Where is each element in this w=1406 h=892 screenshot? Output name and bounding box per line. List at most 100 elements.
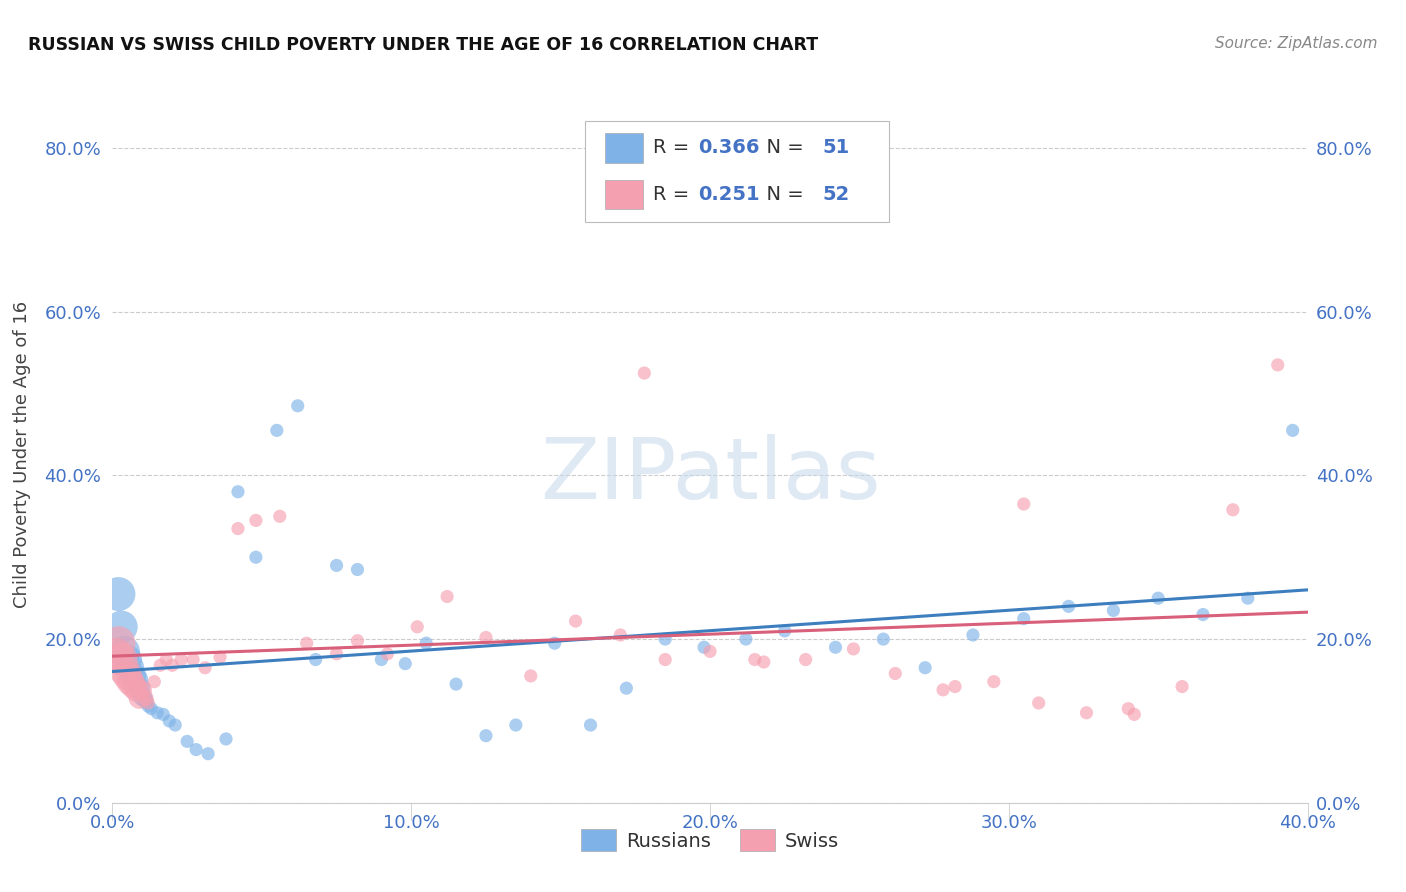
Point [914, 661, 936, 675]
Point [138, 696, 160, 710]
Point [110, 620, 132, 634]
Point [114, 644, 135, 658]
Legend: Russians, Swiss: Russians, Swiss [574, 822, 846, 859]
Point [149, 658, 172, 673]
Point [197, 747, 219, 761]
Point [1102, 603, 1125, 617]
Point [295, 636, 318, 650]
Point [1222, 502, 1244, 516]
Point [117, 652, 139, 666]
Point [475, 729, 498, 743]
Text: 52: 52 [823, 186, 849, 204]
Point [165, 718, 187, 732]
Point [107, 587, 129, 601]
Point [699, 644, 721, 658]
Point [107, 636, 129, 650]
Point [120, 674, 142, 689]
Point [170, 652, 193, 666]
Point [122, 669, 145, 683]
Point [564, 614, 586, 628]
Text: 51: 51 [823, 138, 849, 157]
Point [131, 690, 153, 704]
Point [444, 677, 467, 691]
Text: N =: N = [754, 186, 810, 204]
Point [176, 734, 198, 748]
Point [110, 652, 132, 666]
Point [415, 636, 437, 650]
Point [143, 674, 166, 689]
Text: 0.251: 0.251 [699, 186, 759, 204]
Point [436, 590, 458, 604]
Point [245, 550, 267, 565]
Point [287, 399, 309, 413]
Point [346, 562, 368, 576]
Point [744, 652, 766, 666]
Point [633, 366, 655, 380]
Point [543, 636, 565, 650]
Point [932, 682, 955, 697]
Text: ZIPatlas: ZIPatlas [540, 434, 880, 517]
Text: R =: R = [652, 186, 695, 204]
Point [824, 640, 846, 655]
Point [104, 648, 127, 663]
FancyBboxPatch shape [605, 180, 643, 210]
Point [134, 693, 156, 707]
Point [377, 647, 399, 661]
Point [194, 661, 217, 675]
Point [209, 650, 232, 665]
Point [370, 652, 392, 666]
Point [1012, 497, 1035, 511]
Point [120, 661, 142, 675]
Point [157, 714, 180, 728]
Point [138, 699, 160, 714]
Text: Source: ZipAtlas.com: Source: ZipAtlas.com [1215, 36, 1378, 51]
Point [146, 706, 169, 720]
Point [1281, 423, 1303, 437]
Text: RUSSIAN VS SWISS CHILD POVERTY UNDER THE AGE OF 16 CORRELATION CHART: RUSSIAN VS SWISS CHILD POVERTY UNDER THE… [28, 36, 818, 54]
Point [128, 681, 150, 696]
Point [128, 691, 150, 706]
Point [325, 647, 347, 661]
Point [245, 513, 267, 527]
Point [1267, 358, 1289, 372]
Point [735, 632, 758, 646]
Point [579, 718, 602, 732]
Point [1147, 591, 1170, 606]
Point [1171, 680, 1194, 694]
Point [1012, 612, 1035, 626]
Point [654, 632, 676, 646]
Point [1123, 707, 1146, 722]
Point [226, 522, 249, 536]
Point [962, 628, 984, 642]
Point [505, 718, 527, 732]
Point [131, 682, 153, 697]
Point [152, 707, 174, 722]
Point [114, 663, 135, 677]
Point [346, 633, 368, 648]
Point [181, 652, 204, 666]
Point [325, 558, 347, 573]
Point [266, 423, 288, 437]
Point [693, 640, 716, 655]
FancyBboxPatch shape [585, 121, 890, 222]
Text: R =: R = [652, 138, 695, 157]
Point [155, 652, 177, 666]
Point [842, 641, 865, 656]
Point [406, 620, 429, 634]
Point [1192, 607, 1215, 622]
Point [794, 652, 817, 666]
Point [141, 701, 163, 715]
Point [226, 484, 249, 499]
Point [616, 681, 638, 696]
Point [943, 680, 966, 694]
Point [215, 731, 238, 746]
Point [162, 658, 183, 673]
Point [654, 652, 676, 666]
Point [520, 669, 543, 683]
Point [117, 669, 139, 683]
Point [1076, 706, 1098, 720]
Point [752, 655, 775, 669]
Point [475, 631, 498, 645]
Point [269, 509, 291, 524]
Point [1237, 591, 1260, 606]
